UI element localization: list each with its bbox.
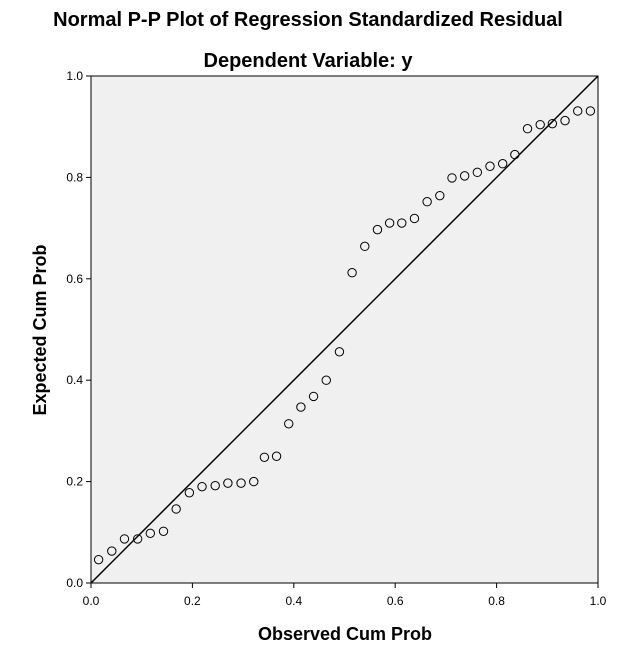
reference-line-layer (90, 75, 599, 584)
y-tick-label: 0.6 (66, 272, 83, 286)
data-point (210, 480, 220, 491)
data-point (132, 534, 143, 544)
data-point (119, 534, 130, 544)
data-point (145, 528, 156, 539)
data-point (284, 419, 294, 429)
x-tick-label: 0.6 (387, 594, 404, 608)
data-point (447, 173, 457, 183)
x-tick-label: 0.8 (488, 594, 505, 608)
data-point (271, 451, 282, 461)
data-point (372, 224, 383, 235)
x-tick-label: 0.0 (83, 594, 100, 608)
data-point (236, 478, 246, 488)
y-tick-label: 0.4 (66, 373, 83, 387)
data-point (485, 161, 495, 171)
data-point (308, 391, 319, 402)
data-point (223, 478, 233, 488)
data-point (435, 190, 445, 201)
x-tick-label: 0.2 (184, 594, 201, 608)
data-point (334, 347, 345, 357)
y-tick-label: 0.8 (66, 170, 83, 184)
data-point (296, 402, 306, 412)
data-point (573, 106, 583, 116)
data-point (422, 197, 432, 207)
x-axis: 0.0 0.2 0.4 0.6 0.8 1.0 (83, 583, 607, 608)
data-point (560, 115, 570, 126)
x-tick-label: 0.4 (285, 594, 302, 608)
data-point (459, 171, 470, 181)
data-point (547, 118, 558, 129)
data-point (510, 149, 520, 160)
data-point (93, 554, 104, 565)
data-point (522, 124, 533, 134)
data-point (497, 159, 508, 169)
chart-subtitle: Dependent Variable: y (204, 50, 414, 72)
data-point (158, 526, 169, 536)
data-point (347, 268, 357, 278)
y-tick-label: 0.0 (66, 576, 83, 590)
data-point (249, 476, 259, 487)
data-point (409, 213, 420, 224)
y-axis: 0.0 0.2 0.4 0.6 0.8 1.0 (66, 69, 91, 590)
data-point (472, 167, 483, 178)
y-axis-label: Expected Cum Prob (30, 244, 50, 415)
x-axis-label: Observed Cum Prob (258, 624, 432, 644)
chart-title: Normal P-P Plot of Regression Standardiz… (53, 9, 563, 31)
data-point (535, 119, 545, 130)
data-point (384, 218, 395, 228)
data-point (585, 106, 596, 116)
data-points (93, 106, 596, 565)
x-tick-label: 1.0 (590, 594, 607, 608)
data-point (360, 241, 370, 252)
data-point (184, 488, 195, 498)
reference-line (90, 75, 599, 584)
data-point (197, 481, 207, 492)
y-tick-label: 1.0 (66, 69, 83, 83)
data-point (171, 504, 181, 514)
data-point (259, 452, 270, 462)
data-point (107, 546, 117, 556)
data-point (397, 218, 407, 228)
y-tick-label: 0.2 (66, 475, 83, 489)
data-point (321, 375, 331, 385)
